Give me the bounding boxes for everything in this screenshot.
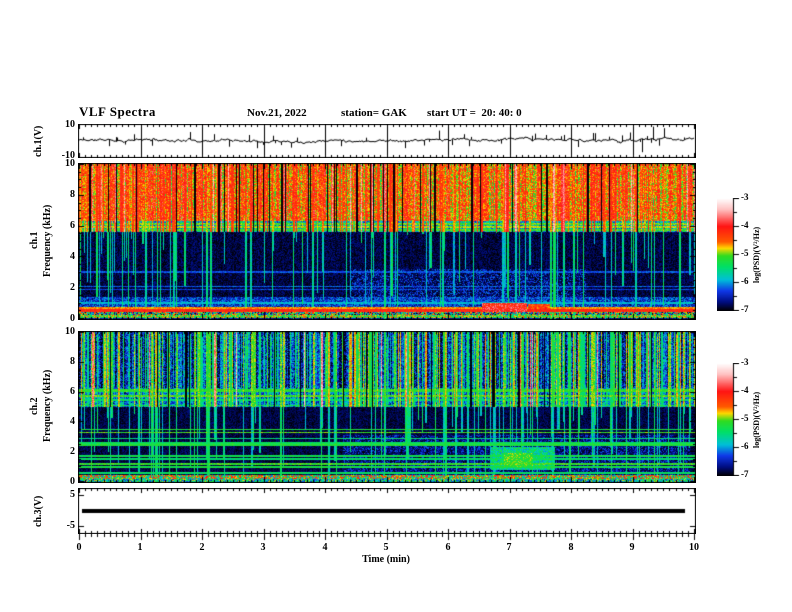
ch3-waveform-panel xyxy=(78,488,696,534)
colorbar-axis-title: log(PSD)(V²/Hz) xyxy=(752,226,761,283)
y-tick-label: -5 xyxy=(66,520,75,531)
y-tick-label: 4 xyxy=(70,251,75,262)
y-tick-label: 8 xyxy=(70,356,75,367)
y-tick-label: 8 xyxy=(70,189,75,200)
time-axis-ticks xyxy=(78,534,696,543)
ch3-wave-axis-title: ch.3(V) xyxy=(33,495,44,527)
colorbar-tick-label: -7 xyxy=(741,304,749,314)
x-tick-label: 10 xyxy=(689,542,699,553)
x-tick-label: 4 xyxy=(322,542,328,553)
header-date: Nov.21, 2022 xyxy=(247,107,307,119)
ch1-spectrogram-panel xyxy=(78,163,696,320)
ch1-waveform-panel xyxy=(78,124,696,158)
y-tick-label: 4 xyxy=(70,416,75,427)
header-start-ut: start UT = 20: 40: 0 xyxy=(427,107,522,119)
x-tick-label: 5 xyxy=(383,542,389,553)
y-tick-label: 10 xyxy=(65,119,75,130)
y-tick-label: 10 xyxy=(65,158,75,169)
y-tick-label: 10 xyxy=(65,326,75,337)
x-tick-label: 9 xyxy=(629,542,635,553)
colorbar-tick-label: -6 xyxy=(741,276,749,286)
x-tick-label: 0 xyxy=(76,542,82,553)
ch1-spec-axis-title: Frequency (kHz) xyxy=(42,204,53,277)
colorbar-tick-label: -5 xyxy=(741,413,749,423)
x-tick-label: 3 xyxy=(260,542,266,553)
x-tick-label: 6 xyxy=(445,542,451,553)
colorbar-tick-label: -3 xyxy=(741,357,749,367)
colorbar-tick-label: -5 xyxy=(741,248,749,258)
y-tick-label: -10 xyxy=(61,150,75,161)
colorbar-tick-label: -7 xyxy=(741,469,749,479)
colorbar-tick-label: -6 xyxy=(741,441,749,451)
x-axis-title: Time (min) xyxy=(362,554,410,565)
y-tick-label: 0 xyxy=(70,476,75,487)
ch2-spec-axis-title: Frequency (kHz) xyxy=(42,369,53,443)
colorbar-axis-title: log(PSD)(V²/Hz) xyxy=(752,391,761,448)
colorbar-ch1 xyxy=(717,198,743,311)
y-tick-label: 6 xyxy=(70,220,75,231)
colorbar-tick-label: -3 xyxy=(741,192,749,202)
x-tick-label: 1 xyxy=(137,542,143,553)
x-tick-label: 8 xyxy=(568,542,574,553)
y-tick-label: 2 xyxy=(70,282,75,293)
colorbar-tick-label: -4 xyxy=(741,385,749,395)
ch1-spec-channel-label: ch.1 xyxy=(29,231,40,250)
ch2-spectrogram-panel xyxy=(78,331,696,483)
x-tick-label: 7 xyxy=(506,542,512,553)
x-tick-label: 2 xyxy=(199,542,205,553)
ch2-spec-channel-label: ch.2 xyxy=(29,397,40,415)
y-tick-label: 5 xyxy=(70,489,75,500)
y-tick-label: 6 xyxy=(70,386,75,397)
y-tick-label: 0 xyxy=(70,313,75,324)
figure-title: VLF Spectra xyxy=(79,104,156,119)
colorbar-ch2 xyxy=(717,363,743,476)
y-tick-label: 2 xyxy=(70,446,75,457)
colorbar-tick-label: -4 xyxy=(741,220,749,230)
header-station: station= GAK xyxy=(341,107,407,119)
